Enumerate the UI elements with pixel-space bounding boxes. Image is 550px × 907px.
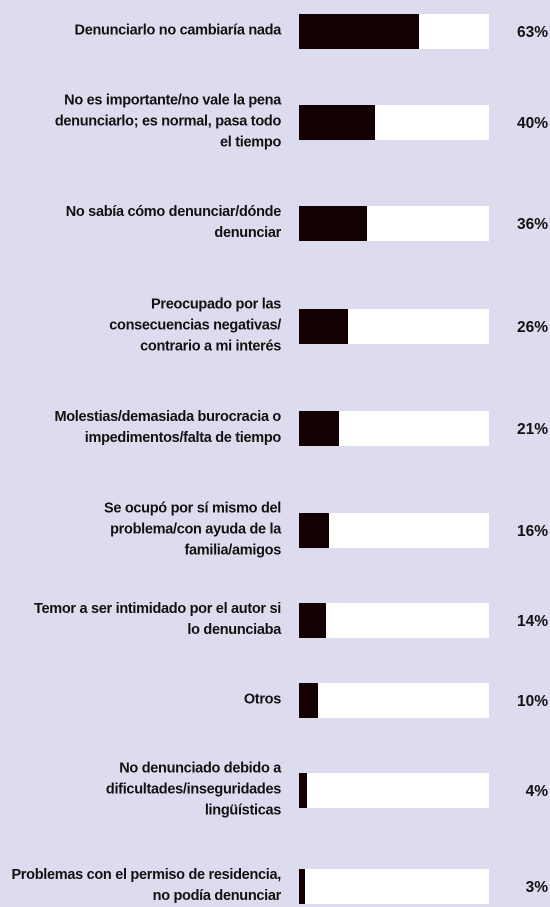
bar-track (299, 602, 489, 638)
value-label: 3% (525, 879, 548, 896)
bar-track (299, 308, 489, 344)
bar (299, 205, 368, 241)
category-label: Denunciarlo no cambiaría nada (74, 22, 282, 39)
value-label: 36% (516, 216, 548, 233)
value-label: 4% (525, 783, 548, 800)
category-label: Preocupado por las consecuencias negativ… (109, 296, 281, 355)
value-label: 10% (516, 693, 548, 710)
bar-track (299, 682, 489, 718)
bar-track (299, 868, 489, 904)
value-label: 16% (516, 523, 548, 540)
category-label: No denunciado debido a dificultades/inse… (105, 760, 281, 819)
category-label: No es importante/no vale la pena denunci… (54, 92, 281, 151)
bar (299, 602, 326, 638)
category-label: Otros (243, 691, 281, 708)
bar (299, 868, 305, 904)
bar (299, 772, 307, 808)
value-label: 40% (516, 115, 548, 132)
value-label: 21% (516, 421, 548, 438)
bar (299, 104, 375, 140)
category-label: Problemas con el permiso de residencia, … (11, 867, 281, 904)
bar (299, 410, 339, 446)
bar (299, 682, 318, 718)
bar-track (299, 772, 489, 808)
bar-track (299, 104, 489, 140)
category-label: No sabía cómo denunciar/dónde denunciar (65, 204, 282, 241)
value-label: 63% (516, 24, 548, 41)
bar-track (299, 205, 489, 241)
value-label: 26% (516, 319, 548, 336)
bar (299, 13, 419, 49)
value-label: 14% (516, 613, 548, 630)
category-label: Molestias/demasiada burocracia o impedim… (54, 409, 281, 446)
bar-track (299, 13, 489, 49)
bar-track (299, 410, 489, 446)
category-label: Temor a ser intimidado por el autor si l… (34, 601, 281, 638)
bar-track (299, 512, 489, 548)
bar (299, 512, 330, 548)
bar (299, 308, 349, 344)
category-label: Se ocupó por sí mismo del problema/con a… (103, 500, 281, 559)
